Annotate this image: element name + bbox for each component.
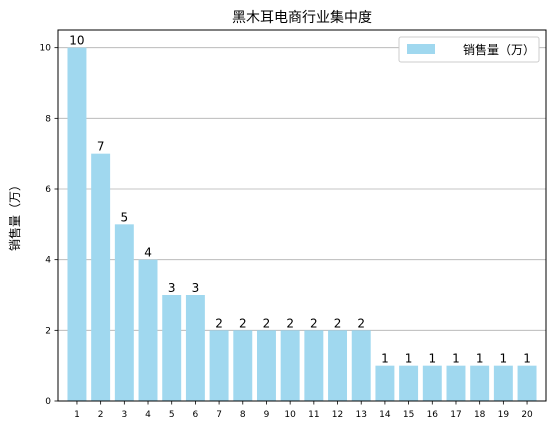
bar-value-label: 2 — [286, 316, 294, 330]
x-tick-label: 5 — [169, 410, 175, 420]
bar — [256, 330, 276, 401]
x-tick-label: 18 — [474, 410, 486, 420]
x-tick-label: 13 — [355, 410, 366, 420]
y-axis-label: 销售量（万） — [7, 179, 22, 251]
x-tick-label: 20 — [521, 410, 533, 420]
x-tick-label: 8 — [240, 410, 246, 420]
x-tick-label: 1 — [74, 410, 80, 420]
x-tick-label: 3 — [121, 410, 127, 420]
bar — [351, 330, 371, 401]
x-tick-label: 16 — [427, 410, 439, 420]
x-tick-label: 14 — [379, 410, 391, 420]
y-tick-label: 2 — [45, 326, 51, 336]
x-tick-label: 10 — [284, 410, 296, 420]
bar — [114, 224, 134, 401]
bar — [422, 365, 442, 401]
bar-value-label: 1 — [428, 352, 436, 366]
y-tick-label: 10 — [40, 44, 52, 54]
y-tick-label: 0 — [45, 397, 51, 407]
bar — [233, 330, 253, 401]
x-tick-label: 9 — [264, 410, 270, 420]
y-tick-label: 6 — [45, 185, 51, 195]
bar-value-label: 1 — [381, 352, 389, 366]
legend-swatch — [407, 44, 435, 54]
bar — [67, 47, 87, 402]
bar — [328, 330, 348, 401]
bar-value-label: 1 — [523, 352, 531, 366]
x-tick-label: 19 — [498, 410, 510, 420]
bar-value-label: 2 — [310, 316, 318, 330]
bar — [446, 365, 466, 401]
y-axis-ticks: 0 2 4 6 8 10 — [40, 44, 58, 407]
x-tick-label: 11 — [308, 410, 319, 420]
x-tick-label: 6 — [193, 410, 199, 420]
plot-frame — [57, 29, 547, 402]
bar-value-label: 2 — [215, 316, 223, 330]
y-tick-label: 8 — [45, 114, 51, 124]
legend-box — [398, 36, 540, 63]
x-tick-label: 2 — [98, 410, 104, 420]
bar-value-label: 7 — [97, 140, 105, 154]
bar — [91, 153, 111, 401]
bar — [517, 365, 537, 401]
bars — [67, 47, 537, 402]
bar — [493, 365, 513, 401]
x-tick-label: 4 — [145, 410, 151, 420]
bar — [162, 295, 182, 401]
bar — [375, 365, 395, 401]
bar-value-label: 2 — [357, 316, 365, 330]
bar — [185, 295, 205, 401]
bar-value-label: 2 — [239, 316, 247, 330]
bar-value-label: 1 — [452, 352, 460, 366]
x-tick-label: 12 — [332, 410, 343, 420]
bar — [470, 365, 490, 401]
bar-value-label: 1 — [500, 352, 508, 366]
y-tick-label: 4 — [45, 256, 51, 266]
bar — [304, 330, 324, 401]
bar — [209, 330, 229, 401]
bar-value-label: 4 — [144, 246, 152, 260]
bar-value-label: 2 — [263, 316, 271, 330]
legend-label: 销售量（万） — [463, 42, 535, 57]
bar — [280, 330, 300, 401]
bar — [399, 365, 419, 401]
bar-value-label: 1 — [405, 352, 413, 366]
bar-value-label: 3 — [168, 281, 176, 295]
x-axis-ticks: 1 2 3 4 5 6 7 8 9 10 11 12 13 14 15 16 17 18 19 20 — [74, 401, 533, 420]
bar-value-label: 10 — [69, 34, 84, 48]
bar-value-label: 1 — [476, 352, 484, 366]
chart-title: 黑木耳电商行业集中度 — [232, 9, 372, 26]
legend: 销售量（万） — [398, 36, 540, 63]
bar-value-label: 3 — [192, 281, 200, 295]
x-tick-label: 15 — [403, 410, 414, 420]
bar-value-label: 2 — [334, 316, 342, 330]
bar — [138, 259, 158, 401]
bar-value-label: 5 — [121, 210, 129, 224]
x-tick-label: 17 — [450, 410, 461, 420]
bar-value-labels: 10 7 5 4 3 3 2 2 2 2 2 2 2 1 1 1 1 1 1 1 — [69, 34, 531, 366]
x-tick-label: 7 — [216, 410, 222, 420]
